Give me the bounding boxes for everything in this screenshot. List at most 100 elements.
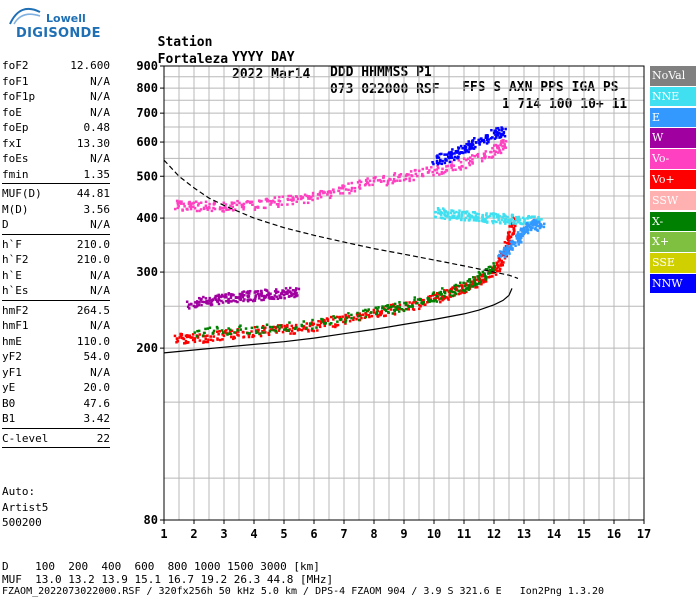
data-point-nne xyxy=(477,216,480,219)
data-point-vo- xyxy=(286,323,289,327)
param-row: D N/A xyxy=(2,217,110,233)
data-point-vo- xyxy=(484,150,488,153)
data-point-vo- xyxy=(289,194,293,198)
data-point-w xyxy=(242,290,246,293)
param-row: hmF1 N/A xyxy=(2,318,110,334)
data-point-vo- xyxy=(372,311,376,314)
data-point-nne xyxy=(503,218,506,221)
data-point-vo- xyxy=(209,338,213,342)
data-point-vo- xyxy=(261,324,265,328)
data-point-vo- xyxy=(344,188,348,191)
param-row: h`F 210.0 xyxy=(2,237,110,253)
data-point-w xyxy=(239,293,243,297)
data-point-vo- xyxy=(326,318,330,321)
data-point-nne xyxy=(530,215,534,218)
data-point-vo- xyxy=(322,191,325,195)
data-point-x- xyxy=(464,289,467,293)
data-point-vo- xyxy=(490,266,494,270)
data-point-vo- xyxy=(242,207,245,211)
data-point-nne xyxy=(504,220,508,224)
data-point-e xyxy=(503,252,506,256)
data-point-nne xyxy=(482,219,486,222)
data-point-x- xyxy=(274,330,278,333)
data-point-vo- xyxy=(311,194,315,197)
data-point-w xyxy=(217,302,221,306)
data-point-vo- xyxy=(334,325,337,329)
data-point-nne xyxy=(443,208,446,212)
data-point-e xyxy=(515,234,518,238)
chart-grid xyxy=(163,65,645,520)
data-point-vo- xyxy=(347,182,350,185)
data-point-vo- xyxy=(194,200,198,203)
data-point-nne xyxy=(497,213,500,216)
data-point-nnw xyxy=(497,128,501,132)
data-point-vo- xyxy=(495,262,499,265)
data-point-vo- xyxy=(501,145,504,148)
data-point-vo- xyxy=(418,169,421,173)
data-point-w xyxy=(247,295,251,298)
data-point-w xyxy=(218,294,221,298)
data-point-nne xyxy=(458,209,461,212)
data-point-vo- xyxy=(323,324,327,328)
data-point-vo- xyxy=(197,202,200,205)
data-point-vo- xyxy=(292,198,295,202)
data-point-vo- xyxy=(228,207,232,211)
data-point-vo- xyxy=(253,208,257,211)
data-point-x- xyxy=(228,328,232,332)
data-point-vo- xyxy=(347,315,351,319)
data-point-vo- xyxy=(407,173,410,176)
data-point-vo- xyxy=(224,206,227,209)
header-station-value: Fortaleza xyxy=(157,52,229,67)
data-point-vo- xyxy=(348,192,351,195)
data-point-nnw xyxy=(464,151,467,154)
data-point-nnw xyxy=(461,147,464,150)
data-point-vo- xyxy=(232,337,235,341)
data-point-nnw xyxy=(448,151,451,154)
data-point-vo- xyxy=(189,202,193,205)
param-key: B1 xyxy=(2,412,16,425)
param-key: yF1 xyxy=(2,365,22,379)
data-point-x- xyxy=(484,275,487,278)
data-point-x- xyxy=(276,325,279,328)
param-value: N/A xyxy=(90,268,110,282)
data-point-x- xyxy=(492,269,495,273)
data-point-w xyxy=(293,295,296,299)
data-point-vo- xyxy=(382,174,385,178)
data-point-x- xyxy=(387,310,390,314)
param-key: yE xyxy=(2,381,16,394)
data-point-x- xyxy=(454,292,458,296)
footer-d-line: D 100 200 400 600 800 1000 1500 3000 [km… xyxy=(2,560,320,573)
data-point-vo- xyxy=(182,337,186,341)
data-point-x- xyxy=(278,327,281,330)
data-point-vo- xyxy=(191,336,194,339)
data-point-vo- xyxy=(181,209,184,212)
data-point-vo- xyxy=(475,153,479,157)
data-point-vo- xyxy=(454,285,458,289)
data-point-x- xyxy=(473,278,476,282)
data-point-w xyxy=(227,300,231,303)
data-point-vo- xyxy=(281,195,285,198)
param-key: h`F xyxy=(2,237,22,251)
data-point-nnw xyxy=(500,129,504,132)
data-point-vo- xyxy=(209,335,213,338)
data-point-vo- xyxy=(461,286,464,290)
data-point-x- xyxy=(471,285,475,288)
data-point-vo- xyxy=(356,181,360,184)
data-point-nne xyxy=(475,212,478,216)
x-tick-label: 3 xyxy=(220,527,227,541)
legend-item-e: E xyxy=(650,107,696,128)
data-point-w xyxy=(234,300,237,303)
data-point-vo- xyxy=(483,152,486,156)
legend-item-x-: X- xyxy=(650,211,696,232)
data-point-x- xyxy=(463,284,467,288)
x-tick-label: 6 xyxy=(310,527,317,541)
data-point-w xyxy=(239,295,242,299)
data-point-w xyxy=(291,289,295,292)
data-point-x- xyxy=(344,319,348,322)
footer-file-line: FZAOM_2022073022000.RSF / 320fx256h 50 k… xyxy=(2,586,605,597)
data-point-x- xyxy=(478,272,482,275)
data-point-x- xyxy=(311,327,314,330)
data-point-vo- xyxy=(499,151,503,155)
data-point-vo- xyxy=(242,335,246,339)
data-point-x- xyxy=(457,284,461,288)
